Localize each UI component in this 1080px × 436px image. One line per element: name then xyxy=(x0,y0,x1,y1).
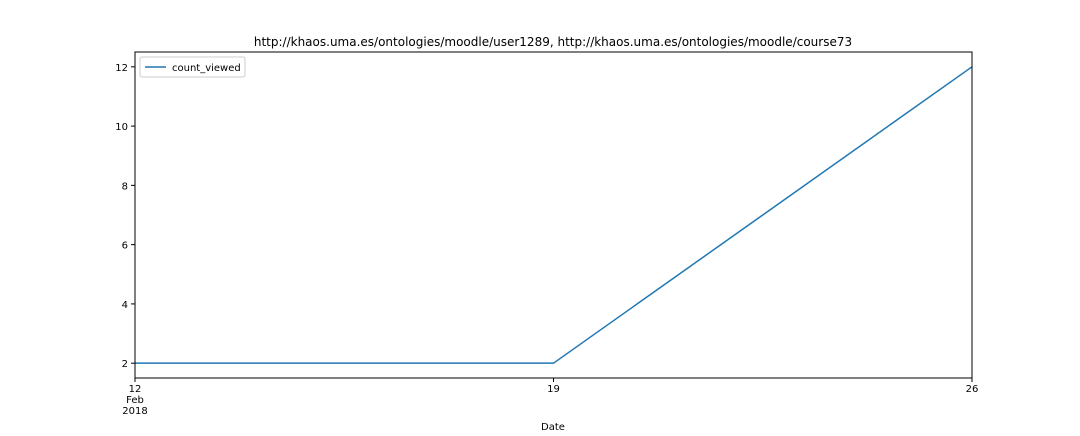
legend-label-count-viewed: count_viewed xyxy=(172,63,241,74)
y-tick-label: 4 xyxy=(122,300,128,311)
x-tick-label: 2018 xyxy=(122,406,147,417)
x-tick-label: 12 xyxy=(129,384,142,395)
chart-title: http://khaos.uma.es/ontologies/moodle/us… xyxy=(254,35,852,49)
x-tick-label: Feb xyxy=(126,395,144,406)
y-tick-label: 12 xyxy=(115,63,128,74)
legend-box xyxy=(139,56,246,78)
y-tick-label: 2 xyxy=(122,359,128,370)
x-tick-label: 26 xyxy=(966,384,979,395)
y-tick-label: 8 xyxy=(122,181,128,192)
y-tick-label: 6 xyxy=(122,241,128,252)
series-line-count-viewed xyxy=(135,66,973,364)
x-axis-label: Date xyxy=(541,422,565,432)
y-axis-ticks: 2 4 6 8 10 12 xyxy=(115,63,135,370)
plot-frame xyxy=(134,51,973,379)
x-tick-label: 19 xyxy=(547,384,560,395)
y-tick-label: 10 xyxy=(115,122,128,133)
legend: count_viewed xyxy=(139,56,246,78)
